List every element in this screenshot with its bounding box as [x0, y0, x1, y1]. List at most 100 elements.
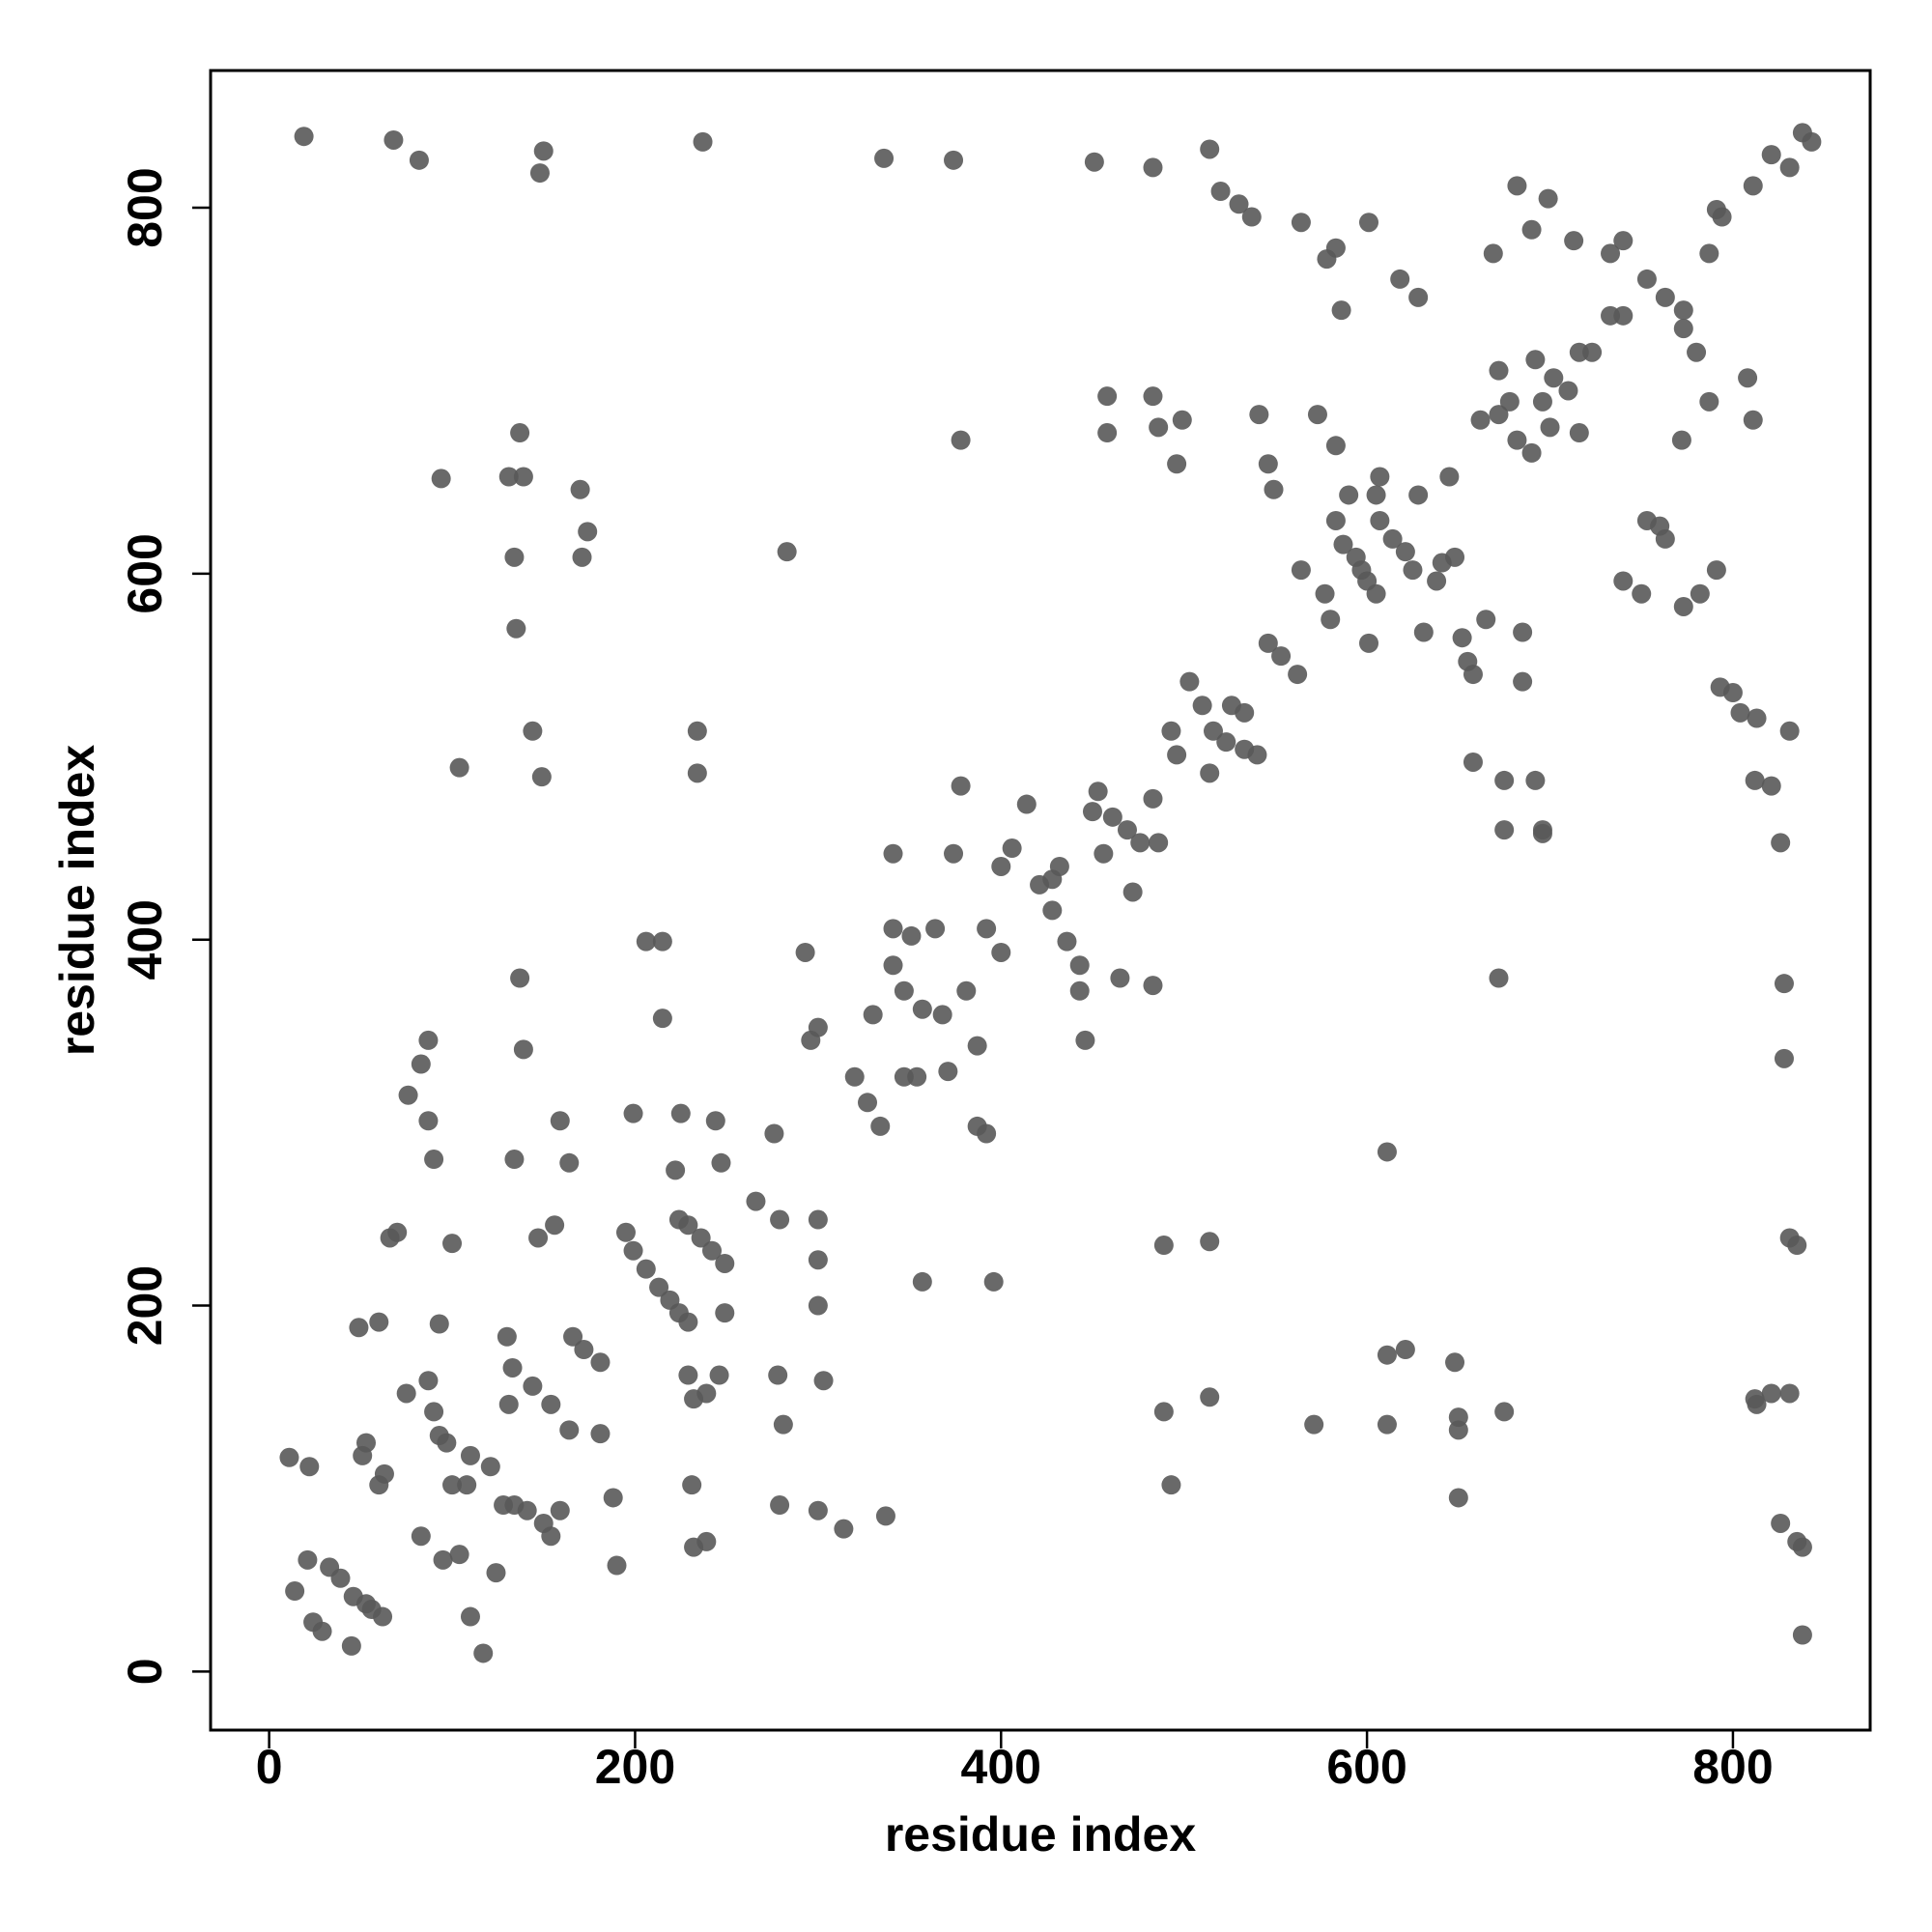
point [1377, 1142, 1397, 1162]
point [1761, 145, 1781, 165]
point [1738, 368, 1758, 388]
point [912, 1271, 932, 1292]
point [545, 1215, 565, 1236]
point [863, 1005, 883, 1025]
point [1203, 721, 1223, 741]
point [570, 479, 590, 499]
point [1427, 571, 1447, 591]
point [1671, 430, 1691, 450]
point [1321, 610, 1341, 630]
point [770, 1495, 790, 1516]
point [299, 1457, 320, 1477]
point [1761, 1383, 1781, 1404]
point [1544, 368, 1564, 388]
point [578, 522, 598, 542]
point [398, 1085, 418, 1105]
point [652, 931, 672, 952]
point [691, 1228, 711, 1248]
point [559, 1420, 580, 1440]
point [1636, 269, 1657, 289]
y-tick-label: 200 [118, 1265, 172, 1346]
point [1117, 820, 1137, 840]
point [808, 1250, 828, 1270]
point [715, 1303, 735, 1323]
point [1333, 534, 1353, 554]
point [1489, 360, 1509, 381]
point [504, 547, 525, 567]
point [409, 150, 429, 170]
point [1247, 745, 1267, 765]
point [687, 763, 707, 783]
point [1216, 732, 1236, 753]
point [373, 1606, 393, 1627]
point [1102, 807, 1122, 827]
point [1359, 213, 1379, 233]
point [932, 1005, 952, 1025]
point [1525, 350, 1546, 370]
point [623, 1240, 643, 1261]
point [1779, 721, 1800, 741]
point [1792, 1537, 1812, 1557]
point [1317, 249, 1337, 270]
point [977, 1123, 997, 1144]
point [504, 1150, 525, 1170]
point [1325, 510, 1346, 530]
point [396, 1383, 416, 1404]
point [687, 721, 707, 741]
y-tick-label: 800 [118, 167, 172, 247]
point [1084, 152, 1104, 172]
point [559, 1152, 580, 1173]
point [1494, 770, 1515, 790]
point [431, 469, 451, 489]
point [418, 1030, 439, 1050]
point [1390, 269, 1410, 289]
point [285, 1581, 305, 1602]
point [1110, 968, 1130, 988]
point [498, 467, 519, 487]
point [1200, 1387, 1220, 1407]
point [956, 980, 977, 1001]
point [977, 919, 997, 939]
point [502, 1357, 523, 1378]
point [764, 1123, 784, 1144]
point [682, 1475, 702, 1495]
point [768, 1365, 788, 1385]
point [1370, 510, 1390, 530]
point [1706, 199, 1726, 219]
point [387, 1222, 408, 1242]
point [341, 1635, 361, 1656]
point [983, 1271, 1004, 1292]
point [770, 1209, 790, 1230]
point [1673, 596, 1693, 616]
point [1513, 622, 1533, 642]
point [1200, 139, 1220, 159]
point [883, 843, 903, 864]
point [1264, 479, 1284, 499]
point [541, 1394, 561, 1414]
point [279, 1447, 299, 1467]
point [529, 163, 550, 184]
point [1525, 770, 1546, 790]
point [991, 942, 1011, 962]
point [418, 1371, 439, 1391]
point [1613, 231, 1634, 251]
point [1331, 300, 1351, 321]
point [1370, 467, 1390, 487]
point [374, 1463, 394, 1484]
point [1463, 665, 1483, 685]
point [572, 547, 592, 567]
point [1452, 628, 1472, 648]
point [1489, 968, 1509, 988]
point [1377, 1345, 1397, 1365]
point [1802, 131, 1822, 152]
point [883, 919, 903, 939]
point [1532, 823, 1552, 843]
point [1179, 671, 1200, 692]
x-axis-label: residue index [885, 1807, 1197, 1861]
point [1339, 485, 1359, 505]
point [1143, 157, 1163, 178]
point [678, 1365, 698, 1385]
point [384, 129, 404, 150]
point [773, 1414, 793, 1435]
point [1002, 838, 1022, 859]
